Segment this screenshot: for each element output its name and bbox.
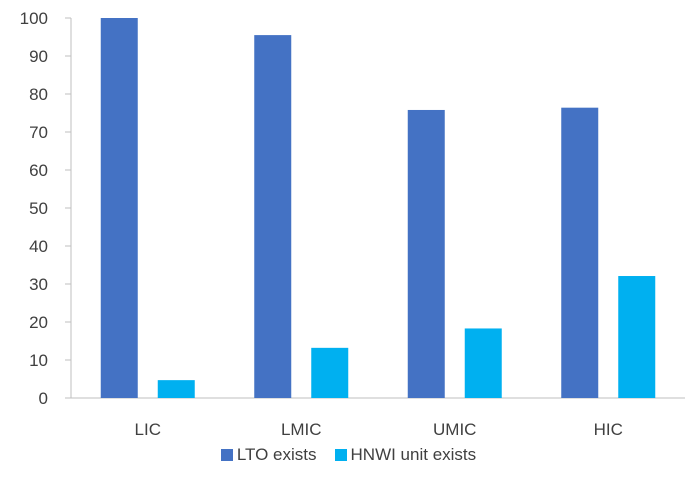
y-tick-label: 90 xyxy=(29,47,48,66)
legend-swatch-lto xyxy=(220,449,233,461)
y-tick-label: 70 xyxy=(29,123,48,142)
bar-lto-umic xyxy=(407,109,445,399)
legend-item-lto: LTO exists xyxy=(220,445,317,465)
x-tick-label: LIC xyxy=(135,420,161,439)
y-axis-ticks: 0 10 20 30 40 50 60 70 80 90 100 xyxy=(20,9,71,408)
bars xyxy=(100,18,656,399)
y-tick-label: 100 xyxy=(20,9,48,28)
y-tick-label: 60 xyxy=(29,161,48,180)
bar-lto-lic xyxy=(100,18,138,398)
legend-label-lto: LTO exists xyxy=(236,445,317,464)
bar-lto-hic xyxy=(561,107,599,399)
bar-hnwi-hic xyxy=(618,276,656,398)
y-tick-label: 20 xyxy=(29,313,48,332)
bar-lto-lmic xyxy=(254,35,292,398)
x-tick-label: LMIC xyxy=(281,420,322,439)
x-tick-label: UMIC xyxy=(433,420,476,439)
x-tick-label: HIC xyxy=(594,420,623,439)
legend-swatch-hnwi xyxy=(334,449,347,461)
x-axis-ticks: LIC LMIC UMIC HIC xyxy=(135,420,623,439)
bar-hnwi-umic xyxy=(464,328,502,398)
y-tick-label: 50 xyxy=(29,199,48,218)
legend-label-hnwi: HNWI unit exists xyxy=(350,445,477,464)
legend-item-hnwi: HNWI unit exists xyxy=(334,445,477,465)
y-tick-label: 80 xyxy=(29,85,48,104)
y-tick-label: 10 xyxy=(29,351,48,370)
y-tick-label: 0 xyxy=(39,389,48,408)
bar-hnwi-lmic xyxy=(311,347,349,398)
y-tick-label: 30 xyxy=(29,275,48,294)
bar-hnwi-lic xyxy=(157,380,195,398)
y-tick-label: 40 xyxy=(29,237,48,256)
legend: LTO exists HNWI unit exists xyxy=(0,443,697,467)
